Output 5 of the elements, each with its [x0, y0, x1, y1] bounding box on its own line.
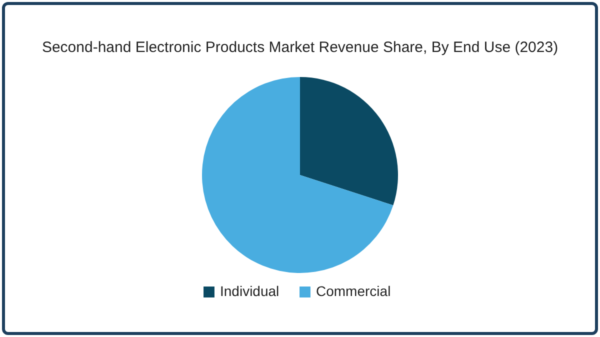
- chart-title: Second-hand Electronic Products Market Revenue Share, By End Use (2023): [42, 39, 558, 56]
- legend-label: Individual: [220, 283, 280, 299]
- legend-label: Commercial: [316, 283, 391, 299]
- pie-slice: [300, 77, 398, 206]
- pie-slice: [202, 77, 394, 273]
